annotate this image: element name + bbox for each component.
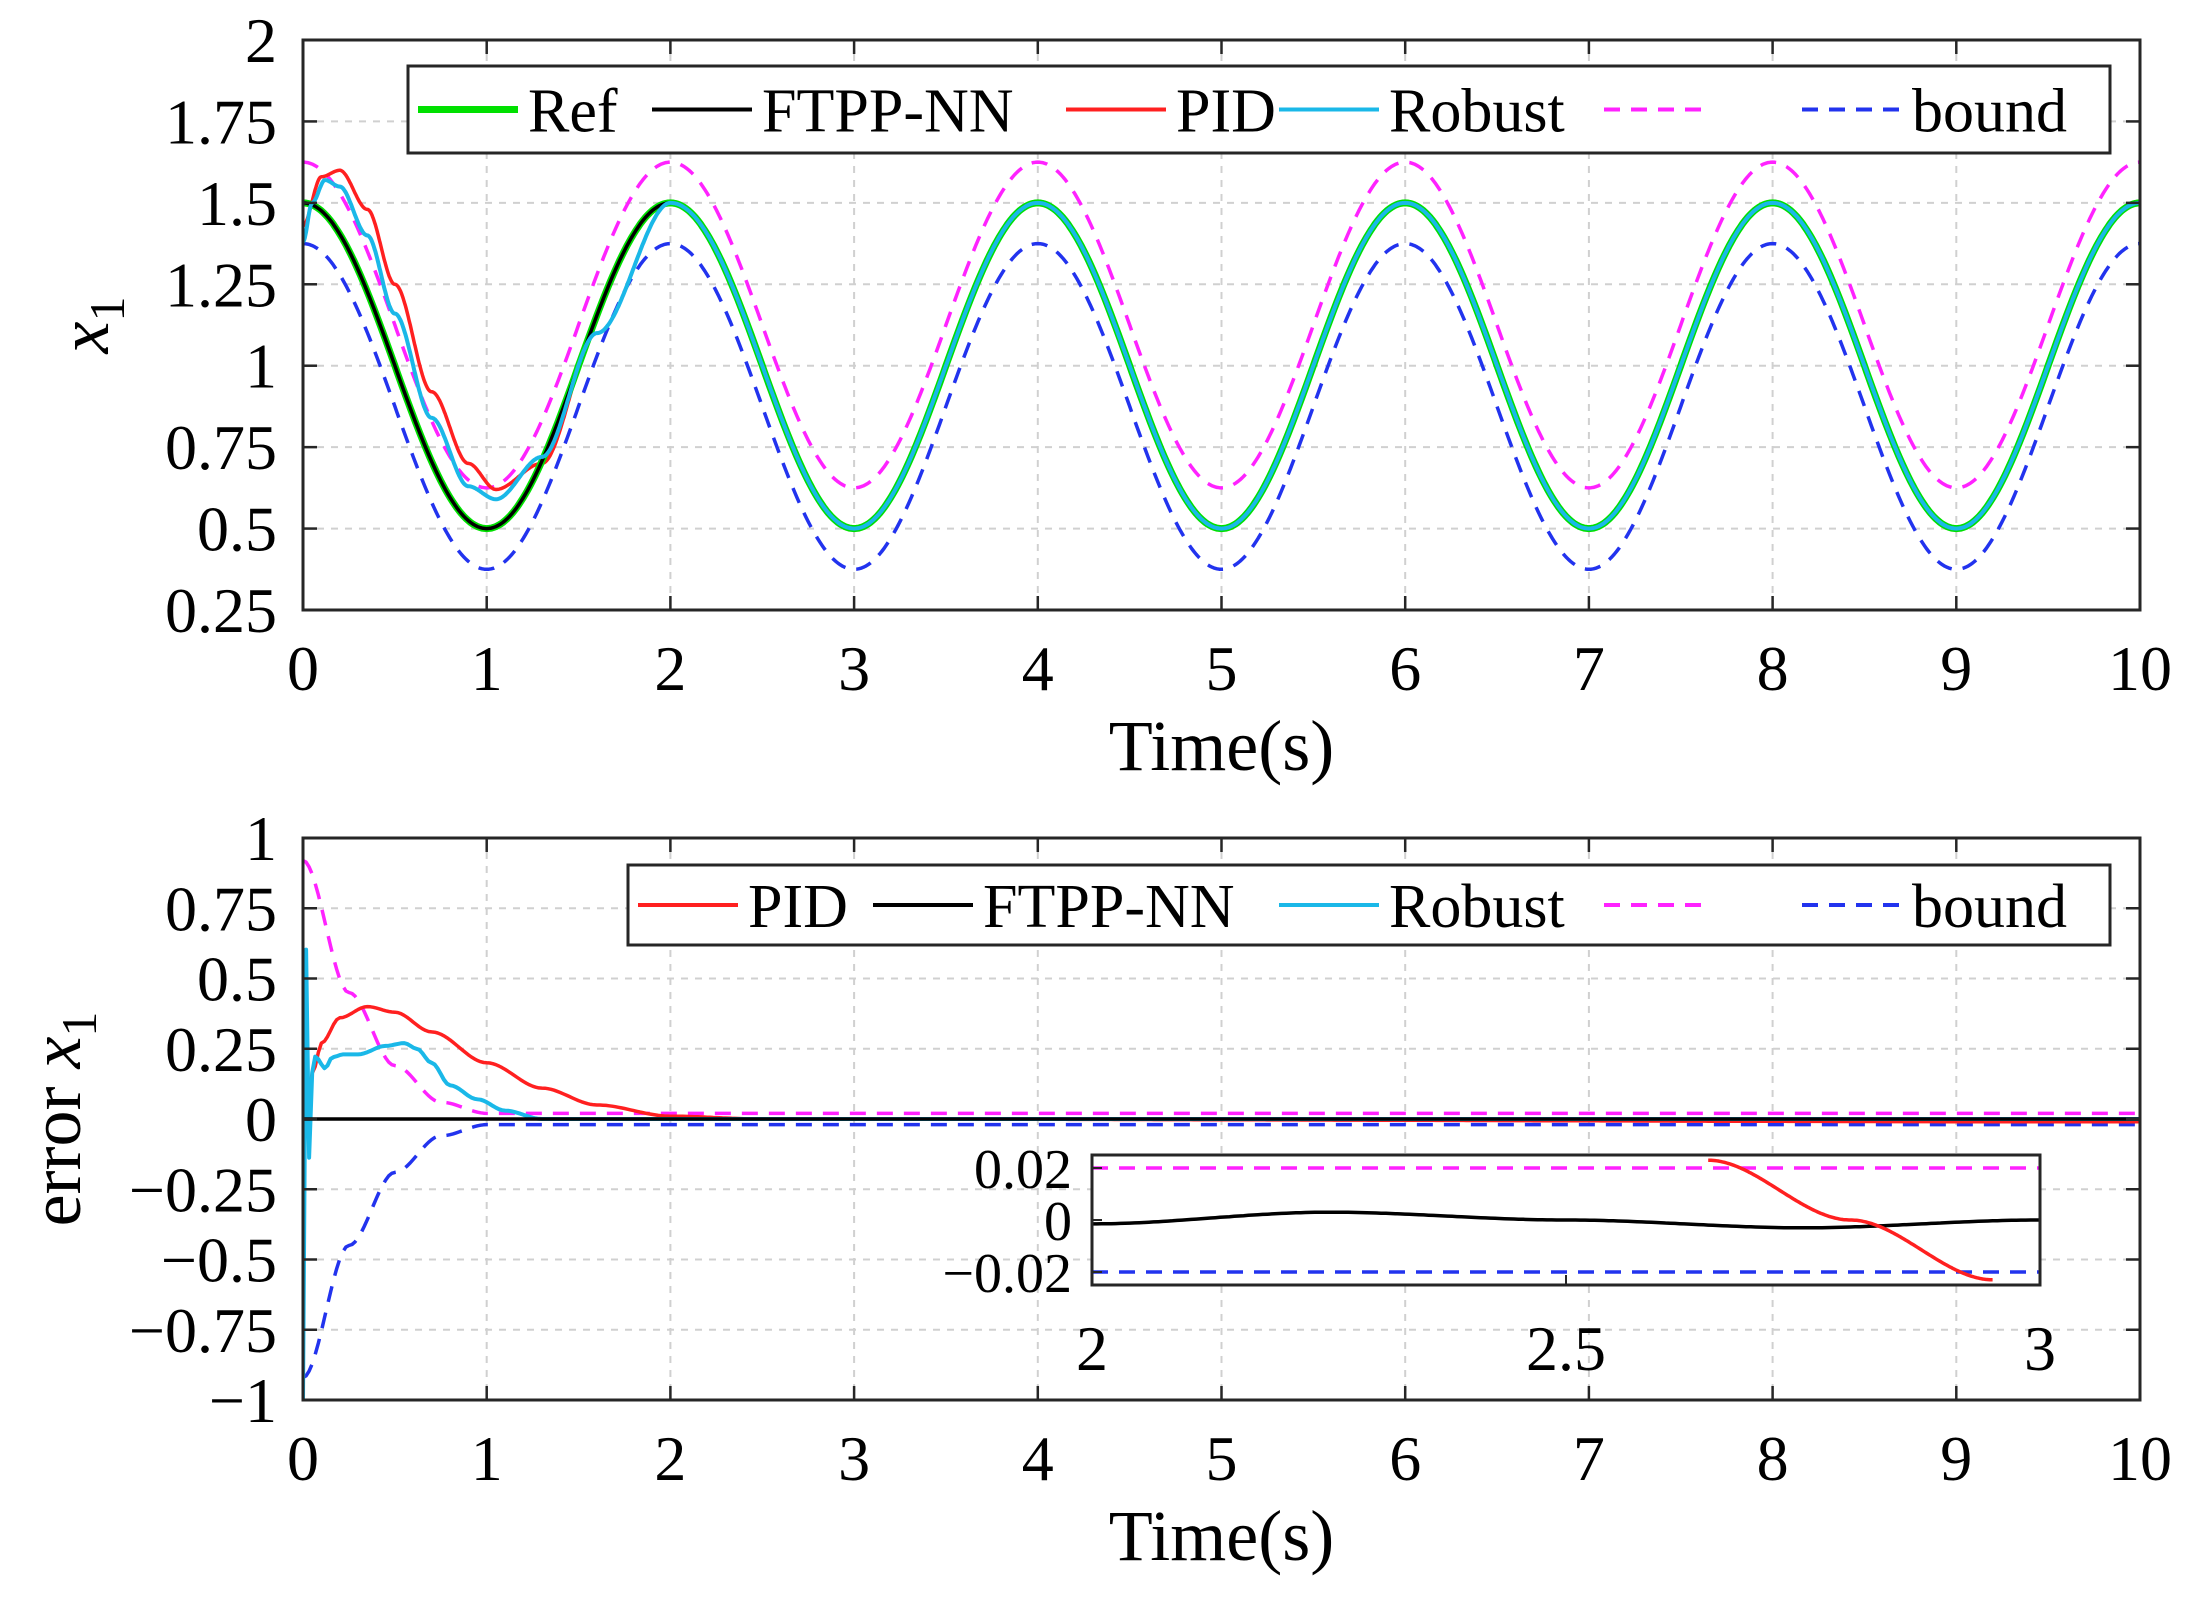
legend-label: Ref [528, 78, 618, 146]
y-axis-label: x1 [44, 297, 135, 355]
x-tick-label: 9 [1940, 633, 1972, 704]
y-axis-label-sub: 1 [51, 1012, 107, 1037]
series-line-bound [303, 1122, 2140, 1380]
x-tick-label: 6 [1389, 633, 1421, 704]
y-tick-label: 0.5 [197, 494, 277, 565]
legend-label: FTPP-NN [762, 78, 1014, 146]
x-tick-label: 7 [1573, 1423, 1605, 1494]
y-tick-label: 2 [245, 5, 277, 76]
x-tick-label: 1 [471, 633, 503, 704]
series-group [303, 858, 2140, 1400]
x-tick-label: 0 [287, 633, 319, 704]
x-tick-label: 2 [654, 633, 686, 704]
y-tick-label: −1 [209, 1365, 277, 1436]
x-tick-label: 7 [1573, 633, 1605, 704]
legend-label: PID [748, 873, 848, 941]
x-tick-label: 9 [1940, 1423, 1972, 1494]
x-tick-label: 1 [471, 1423, 503, 1494]
inset-y-tick-label: −0.02 [942, 1243, 1072, 1305]
y-axis-label-sub: 1 [79, 297, 135, 322]
y-tick-label: 1.75 [165, 86, 277, 157]
legend-label: Robust [1389, 873, 1565, 941]
x-tick-label: 5 [1206, 633, 1238, 704]
y-tick-label: 1 [245, 803, 277, 874]
y-tick-label: 0 [245, 1084, 277, 1155]
legend-label: PID [1176, 78, 1276, 146]
x-tick-label: 5 [1206, 1423, 1238, 1494]
inset-y-tick-label: 0 [1044, 1191, 1072, 1253]
x-axis-label: Time(s) [1109, 1496, 1334, 1576]
inset-x-tick-label: 3 [2024, 1313, 2056, 1384]
y-tick-label: 0.75 [165, 873, 277, 944]
y-tick-label: 1.25 [165, 249, 277, 320]
y-tick-label: 0.25 [165, 575, 277, 646]
y-tick-label: −0.25 [129, 1154, 277, 1225]
bottom-plot-error: 0 1 2 3 4 5 6 7 8 9 10−1−0.75−0.5−0.2500.250.50.75… [16, 803, 2172, 1576]
x-tick-label: 6 [1389, 1423, 1421, 1494]
series-line-upper-bound [303, 160, 2140, 490]
y-axis-label-text: error [16, 1069, 96, 1227]
x-tick-label: 2 [654, 1423, 686, 1494]
x-tick-label: 0 [287, 1423, 319, 1494]
x-tick-label: 4 [1022, 1423, 1054, 1494]
y-tick-label: 0.5 [197, 944, 277, 1015]
y-axis-label: error x1 [16, 1012, 107, 1227]
y-tick-label: 1 [245, 331, 277, 402]
x-tick-label: 3 [838, 1423, 870, 1494]
inset-series-group [1092, 1158, 2040, 1282]
inset-line-pid [1708, 1158, 1993, 1282]
y-axis-label-var: x [44, 321, 124, 354]
series-group [303, 160, 2140, 572]
x-tick-label: 10 [2108, 633, 2172, 704]
y-tick-label: −0.5 [161, 1225, 277, 1296]
top-plot-x1: 0 1 2 3 4 5 6 7 8 9 10 0.25 0.5 0.75 1 1.25 1.5 1.75 2 Time… [44, 5, 2172, 786]
x-axis-label: Time(s) [1109, 706, 1334, 786]
y-tick-label: −0.75 [129, 1295, 277, 1366]
inset-x-tick-label: 2.5 [1526, 1313, 1606, 1384]
series-line-robust [303, 178, 2140, 531]
x-tick-label: 10 [2108, 1423, 2172, 1494]
series-line-upper-bound [303, 858, 2140, 1116]
x-tick-label: 8 [1757, 1423, 1789, 1494]
y-tick-label: 1.5 [197, 168, 277, 239]
legend-label: Robust [1389, 78, 1565, 146]
legend-label: bound [1912, 78, 2067, 146]
y-axis-label-var: x [16, 1037, 96, 1070]
x-tick-label: 3 [838, 633, 870, 704]
series-line-bound [303, 241, 2140, 572]
legend-label: FTPP-NN [983, 873, 1235, 941]
inset-x-tick-label: 2 [1076, 1313, 1108, 1384]
x-tick-label: 4 [1022, 633, 1054, 704]
y-tick-label: 0.75 [165, 412, 277, 483]
legend-label: bound [1912, 873, 2067, 941]
inset-y-tick-label: 0.02 [974, 1139, 1072, 1201]
x-tick-label: 8 [1757, 633, 1789, 704]
y-tick-label: 0.25 [165, 1014, 277, 1085]
